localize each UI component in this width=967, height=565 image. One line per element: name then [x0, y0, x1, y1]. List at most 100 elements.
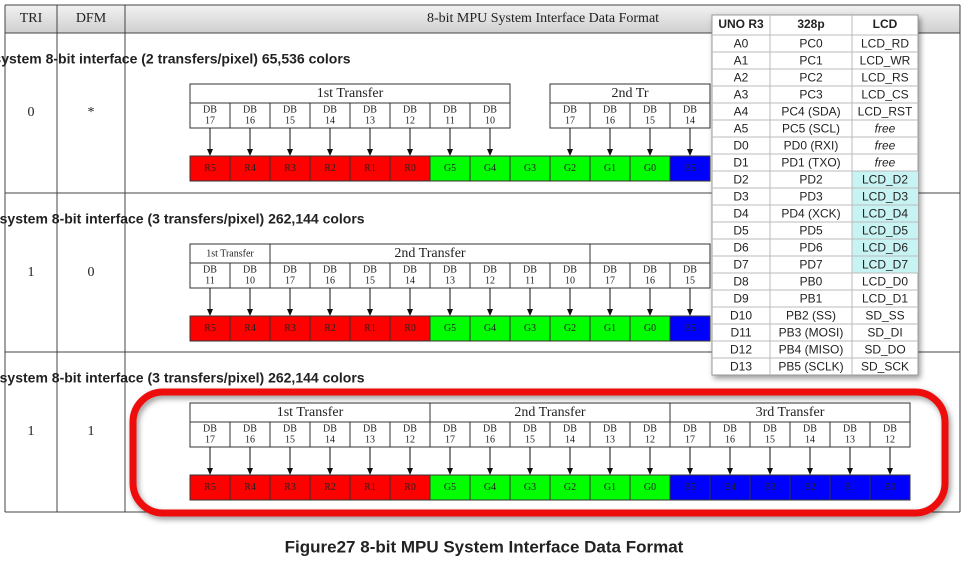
dfm-value: 1: [88, 424, 95, 439]
pin-cell: PC3: [799, 88, 823, 102]
db-bit: 16: [645, 275, 655, 286]
arrow-head: [327, 149, 333, 156]
pixel-cell: [309, 474, 351, 501]
pixel-cell: [309, 155, 351, 182]
pin-cell: PD6: [799, 241, 823, 255]
pixel-label: R0: [404, 323, 416, 334]
db-bit: 16: [325, 275, 335, 286]
db-prefix: DB: [403, 264, 417, 275]
pin-cell: LCD_RD: [861, 37, 909, 51]
arrow-head: [207, 309, 213, 316]
db-prefix: DB: [843, 423, 857, 434]
pixel-label: G1: [604, 323, 616, 334]
pin-header: UNO R3: [718, 17, 764, 31]
arrow-head: [767, 468, 773, 475]
arrow-head: [287, 468, 293, 475]
db-prefix: DB: [283, 423, 297, 434]
arrow-head: [567, 309, 573, 316]
db-prefix: DB: [243, 423, 257, 434]
db-bit: 17: [285, 275, 295, 286]
pixel-cell: [589, 315, 631, 342]
db-bit: 12: [645, 434, 655, 445]
arrow-head: [247, 309, 253, 316]
db-prefix: DB: [243, 104, 257, 115]
pixel-cell: [269, 155, 311, 182]
arrow-head: [647, 468, 653, 475]
pixel-cell: [829, 474, 871, 501]
db-bit: 13: [845, 434, 855, 445]
pin-cell: LCD_CS: [861, 88, 908, 102]
arrow-head: [367, 468, 373, 475]
db-bit: 15: [525, 434, 535, 445]
pixel-label: R0: [404, 482, 416, 493]
pin-cell: PD3: [799, 190, 823, 204]
transfer-label: 2nd Transfer: [514, 405, 586, 420]
pin-cell: A4: [734, 105, 749, 119]
db-cell: [829, 421, 871, 448]
pin-cell: A3: [734, 88, 749, 102]
db-prefix: DB: [283, 264, 297, 275]
pin-table: UNO R3 328p LCD A0 PC0 LCD_RD A1 PC1 LCD_WR A2 PC2…: [711, 14, 919, 376]
pin-cell: free: [875, 156, 896, 170]
pixel-label: G1: [604, 163, 616, 174]
arrow-head: [287, 309, 293, 316]
arrow-head: [527, 309, 533, 316]
arrow-head: [687, 309, 693, 316]
arrow-head: [447, 468, 453, 475]
db-prefix: DB: [203, 104, 217, 115]
pixel-cell: [429, 315, 471, 342]
row-title: 80-system 8-bit interface (3 transfers/p…: [0, 211, 365, 227]
db-cell: [669, 421, 711, 448]
pin-highlight: [852, 205, 918, 222]
db-bit: 13: [365, 115, 375, 126]
pin-cell: D5: [733, 224, 749, 238]
pin-cell: D11: [730, 326, 751, 340]
db-prefix: DB: [363, 104, 377, 115]
transfer-label: 2nd Tr: [612, 86, 649, 101]
db-prefix: DB: [403, 104, 417, 115]
db-prefix: DB: [483, 423, 497, 434]
pin-cell: LCD_D4: [862, 207, 908, 221]
db-prefix: DB: [323, 264, 337, 275]
pin-cell: PB0: [800, 275, 823, 289]
db-prefix: DB: [643, 104, 657, 115]
arrow-head: [207, 149, 213, 156]
db-bit: 11: [205, 275, 215, 286]
db-prefix: DB: [443, 264, 457, 275]
db-cell: [269, 102, 311, 129]
arrow-head: [327, 309, 333, 316]
pin-highlight: [852, 171, 918, 188]
db-prefix: DB: [323, 104, 337, 115]
db-bit: 14: [565, 434, 575, 445]
transfer-label: 3rd Transfer: [756, 405, 825, 420]
tri-value: 1: [28, 424, 35, 439]
pixel-label: G3: [524, 323, 536, 334]
pin-cell: SD_DO: [864, 343, 905, 357]
arrow-head: [407, 309, 413, 316]
db-bit: 16: [245, 434, 255, 445]
pixel-cell: [509, 155, 551, 182]
db-cell: [429, 262, 471, 289]
pin-cell: A2: [734, 71, 749, 85]
arrow-head: [567, 149, 573, 156]
pixel-label: R2: [324, 482, 336, 493]
pin-cell: LCD_D3: [862, 190, 908, 204]
db-prefix: DB: [203, 423, 217, 434]
db-prefix: DB: [483, 104, 497, 115]
pixel-label: G2: [564, 323, 576, 334]
pixel-label: B3: [764, 482, 776, 493]
pixel-cell: [509, 315, 551, 342]
pin-cell: LCD_RS: [861, 71, 908, 85]
arrow-head: [647, 309, 653, 316]
pin-header: 328p: [797, 17, 824, 31]
arrow-head: [207, 468, 213, 475]
transfer-label: 1st Transfer: [317, 86, 384, 101]
db-bit: 12: [885, 434, 895, 445]
db-bit: 11: [445, 115, 455, 126]
db-bit: 13: [445, 275, 455, 286]
db-cell: [629, 421, 671, 448]
db-bit: 12: [485, 275, 495, 286]
pin-cell: free: [875, 122, 896, 136]
pin-cell: LCD_WR: [860, 54, 911, 68]
pin-cell: D8: [733, 275, 749, 289]
